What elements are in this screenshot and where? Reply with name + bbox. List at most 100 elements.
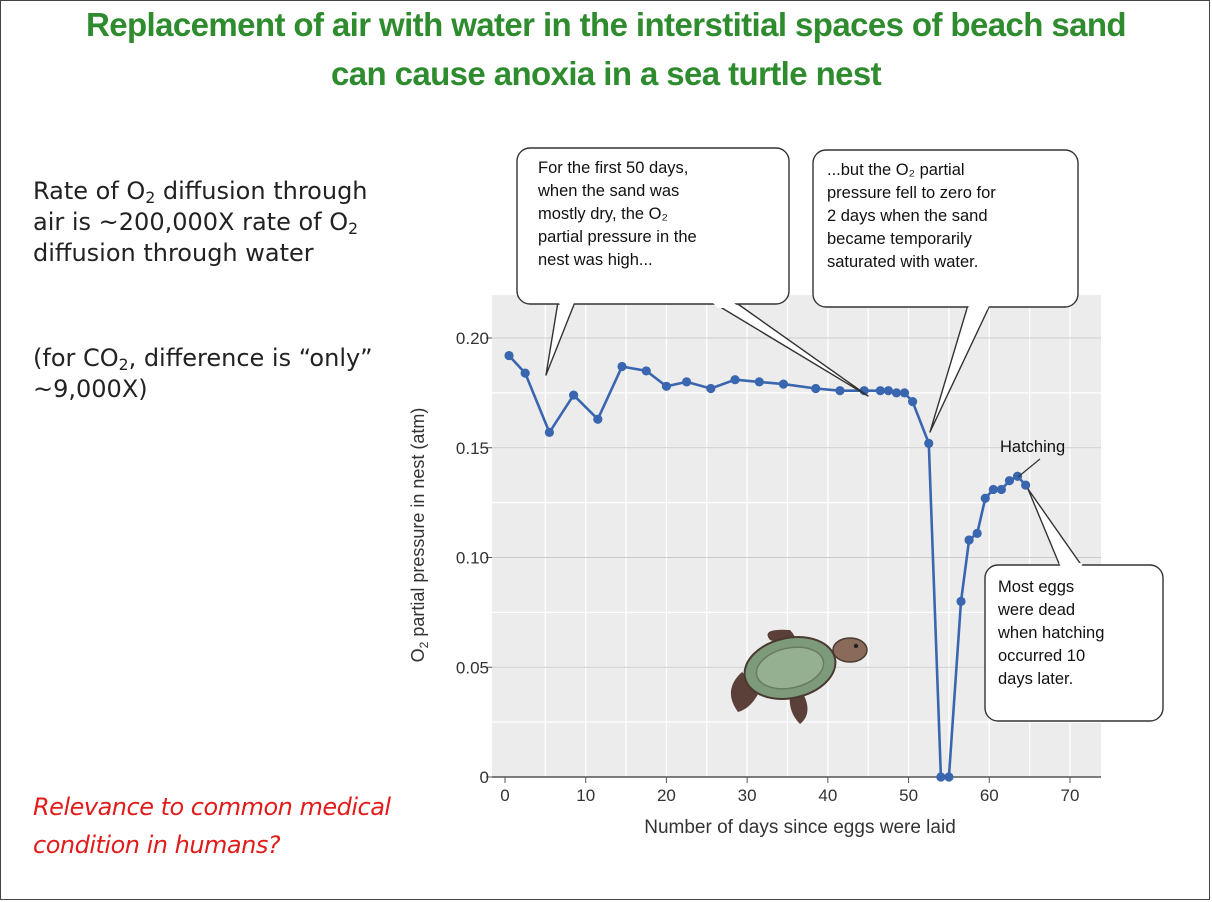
callout-line: mostly dry, the O₂ xyxy=(538,205,668,223)
callout-line: 2 days when the sand xyxy=(827,207,988,225)
data-point xyxy=(682,377,692,387)
y-tick-label: 0 xyxy=(480,768,489,787)
data-point xyxy=(1012,471,1023,481)
data-point xyxy=(996,484,1006,495)
x-tick-label: 0 xyxy=(500,786,509,805)
x-tick-label: 10 xyxy=(576,786,595,805)
x-tick-label: 70 xyxy=(1061,786,1080,805)
callout-pointers xyxy=(545,301,1083,567)
text1-l2a: air is ~200,000X rate of O xyxy=(33,208,349,236)
x-tick-label: 30 xyxy=(738,786,757,805)
callout-line: were dead xyxy=(997,601,1075,619)
callout-text-3: Most eggs were dead when hatching occurred … xyxy=(997,578,1104,688)
co2-difference-text: (for CO2, difference is “only” ~9,000X) xyxy=(33,343,433,405)
relevance-question: Relevance to common medical condition in… xyxy=(33,788,433,864)
data-point xyxy=(908,397,918,407)
callout-line: saturated with water. xyxy=(827,253,978,271)
callout-box-1 xyxy=(516,147,790,305)
y-tick-label: 0.10 xyxy=(456,549,489,568)
y-tick-label: 0.15 xyxy=(456,439,489,458)
text1-l1sub: 2 xyxy=(145,188,156,207)
data-point xyxy=(520,368,530,378)
callout-line: partial pressure in the xyxy=(538,228,697,246)
diffusion-rate-text: Rate of O2 diffusion through air is ~200… xyxy=(33,176,433,269)
callout-text-2: ...but the O₂ partial pressure fell to ze… xyxy=(827,161,996,271)
data-point xyxy=(899,388,910,398)
data-point xyxy=(504,350,514,361)
data-point xyxy=(964,535,974,545)
data-point xyxy=(641,366,651,376)
seam-cover-4 xyxy=(1059,563,1083,567)
y-tick-label: 0.05 xyxy=(456,658,489,677)
data-point xyxy=(924,438,934,448)
y-label-prefix: O xyxy=(408,648,428,662)
data-point xyxy=(936,772,946,782)
text2-l1a: (for CO xyxy=(33,344,119,372)
x-tick-label: 60 xyxy=(980,786,999,805)
callout-line: nest was high... xyxy=(538,251,653,269)
callout-line: occurred 10 xyxy=(998,647,1085,665)
relevance-line2: condition in humans? xyxy=(33,831,281,859)
text1-line3: diffusion through water xyxy=(33,239,314,267)
x-tick-label: 20 xyxy=(657,786,676,805)
callout-line: when hatching xyxy=(997,624,1104,642)
data-point xyxy=(988,484,998,495)
data-point xyxy=(569,390,579,400)
y-label-sub: 2 xyxy=(417,641,431,648)
data-point xyxy=(706,383,716,394)
callout-line: For the first 50 days, xyxy=(538,159,688,177)
callout-line: days later. xyxy=(998,670,1073,688)
tick-labels: 0 10 20 30 40 50 60 70 0 0.05 0.10 0.15 0.20 xyxy=(456,329,1080,805)
sea-turtle-illustration xyxy=(730,629,868,724)
data-point xyxy=(754,377,764,387)
data-point xyxy=(811,383,821,394)
text2-l1sub: 2 xyxy=(118,355,129,374)
data-point xyxy=(972,528,982,538)
y-label-suffix: partial pressure in nest (atm) xyxy=(408,408,428,642)
callout-line: pressure fell to zero for xyxy=(827,184,996,202)
seam-cover-2 xyxy=(713,303,740,308)
hatching-pointer xyxy=(1017,458,1041,478)
callout-line: became temporarily xyxy=(827,230,973,248)
y-tick-label: 0.20 xyxy=(456,329,489,348)
turtle-shell-inner xyxy=(755,646,825,690)
x-tick-label: 50 xyxy=(899,786,918,805)
turtle-eye xyxy=(853,643,859,649)
text2-line1: (for CO2, difference is “only” xyxy=(33,343,433,374)
data-point xyxy=(883,386,893,396)
hatching-label: Hatching xyxy=(1000,438,1065,456)
text2-line2: ~9,000X) xyxy=(33,375,148,403)
data-point xyxy=(891,388,902,398)
turtle-head xyxy=(832,637,868,663)
callouts: For the first 50 days, when the sand was m… xyxy=(516,147,1164,722)
data-point xyxy=(617,361,627,372)
slide-title: Replacement of air with water in the int… xyxy=(0,0,1212,98)
x-axis-label: Number of days since eggs were laid xyxy=(644,817,956,838)
series-line xyxy=(504,350,1031,782)
data-point xyxy=(778,379,789,389)
seam-cover-1 xyxy=(559,303,574,309)
text1-l1a: Rate of O xyxy=(33,177,146,205)
text1-line2: air is ~200,000X rate of O2 xyxy=(33,207,433,238)
text1-l2sub: 2 xyxy=(348,219,359,238)
turtle-left-flipper xyxy=(730,672,760,712)
callout-text-1: For the first 50 days, when the sand was m… xyxy=(537,159,697,269)
seam-cover-3 xyxy=(967,306,989,310)
callout-line: ...but the O₂ partial xyxy=(827,161,965,179)
data-point xyxy=(875,386,885,396)
callout-line: Most eggs xyxy=(998,578,1074,596)
callout-line: when the sand was xyxy=(537,182,679,200)
data-point xyxy=(730,375,740,385)
data-point xyxy=(1004,476,1015,486)
y-axis-label: O2 partial pressure in nest (atm) xyxy=(408,408,431,663)
callout-box-2 xyxy=(812,149,1079,308)
data-point xyxy=(944,772,954,782)
data-point xyxy=(544,427,554,437)
title-line-1: Replacement of air with water in the int… xyxy=(86,6,1127,43)
text1-l1b: diffusion through xyxy=(155,177,368,205)
data-point xyxy=(956,596,966,607)
data-point xyxy=(980,493,990,503)
title-line-2: can cause anoxia in a sea turtle nest xyxy=(330,55,882,92)
